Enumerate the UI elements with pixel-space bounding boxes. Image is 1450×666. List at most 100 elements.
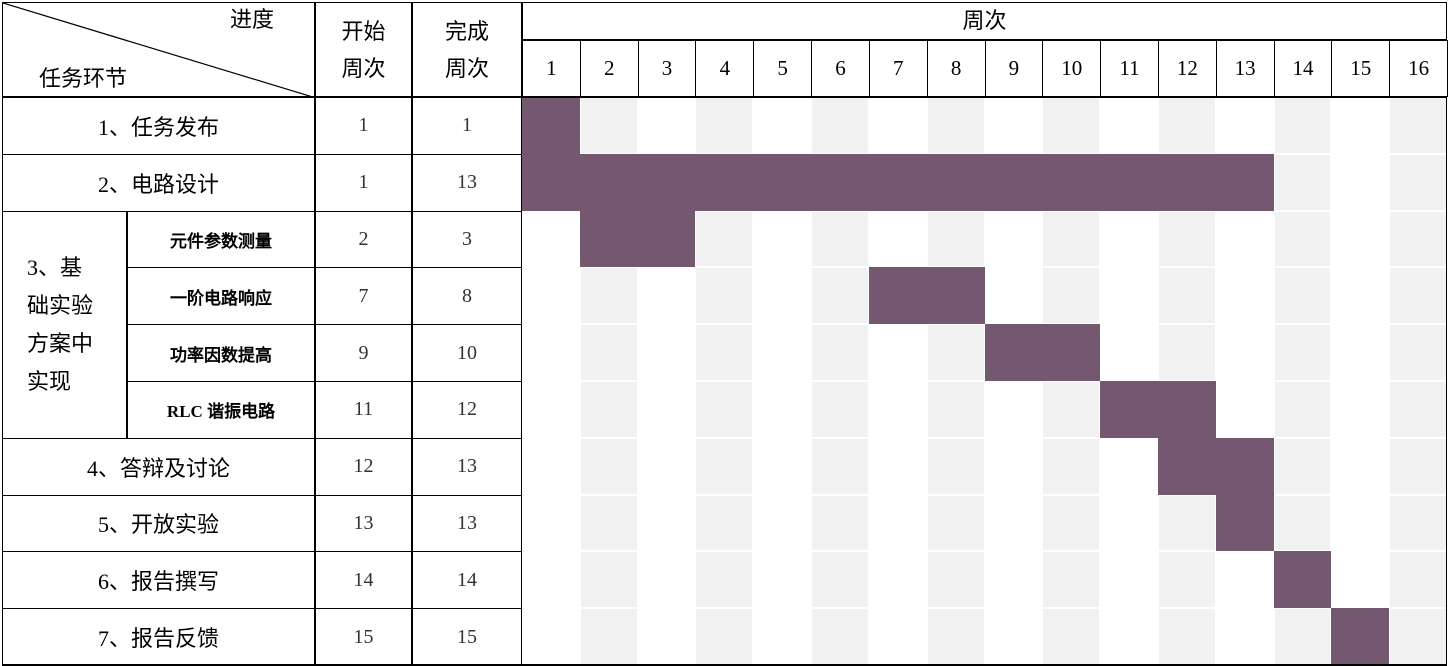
week-number-header: 13 [1215, 40, 1275, 97]
week-cell [579, 437, 638, 495]
end-week: 14 [412, 551, 522, 610]
start-week: 7 [315, 267, 412, 326]
week-cell [1273, 267, 1332, 325]
week-cell [984, 437, 1043, 495]
header-diagonal-cell: 进度 任务环节 [2, 2, 316, 98]
week-cell [811, 608, 869, 665]
end-week: 15 [412, 608, 522, 666]
week-number-header: 16 [1389, 40, 1448, 97]
week-number-header: 12 [1157, 40, 1217, 97]
gantt-bar-cell [522, 153, 580, 211]
week-cell [1100, 494, 1158, 552]
week-cell [1215, 324, 1274, 381]
task-name: 7、报告反馈 [2, 608, 315, 666]
task-name: 2、电路设计 [2, 153, 315, 212]
week-cell [522, 551, 580, 609]
week-cell [811, 381, 869, 438]
week-cell [1215, 551, 1274, 609]
week-number-header: 14 [1273, 40, 1333, 97]
week-cell [1157, 551, 1216, 609]
week-cell [1157, 210, 1216, 268]
week-number-header: 10 [1042, 40, 1102, 97]
gantt-bar-cell [637, 153, 696, 211]
end-week-header: 完成周次 [412, 2, 522, 97]
week-cell [637, 267, 696, 325]
start-week: 15 [315, 608, 412, 666]
gantt-bar-cell [1042, 324, 1101, 381]
week-cell [926, 437, 985, 495]
week-cell [1331, 551, 1390, 609]
weeks-header: 周次 [522, 2, 1447, 40]
week-cell [1157, 267, 1216, 325]
subtask-name: 元件参数测量 [127, 210, 315, 269]
week-cell [695, 437, 754, 495]
group-label: 3、基础实验方案中实现 [27, 254, 94, 394]
week-cell [984, 608, 1043, 665]
end-week-label: 完成周次 [444, 18, 489, 81]
week-cell [1331, 153, 1390, 211]
week-cell [1331, 97, 1390, 154]
gantt-bar-cell [984, 324, 1043, 381]
week-cell [1389, 381, 1447, 438]
gantt-bar-cell [637, 210, 696, 268]
week-cell [753, 210, 812, 268]
task-group-basic-experiments: 3、基础实验方案中实现 [2, 210, 127, 439]
week-cell [1273, 153, 1332, 211]
week-cell [1157, 324, 1216, 381]
gantt-bar-cell [1157, 437, 1216, 495]
week-cell [1215, 210, 1274, 268]
week-cell [579, 608, 638, 665]
gantt-bar-cell [984, 153, 1043, 211]
start-week: 2 [315, 210, 412, 269]
end-week: 13 [412, 494, 522, 553]
week-cell [1215, 267, 1274, 325]
week-cell [695, 381, 754, 438]
week-cell [1042, 381, 1101, 438]
week-cell [753, 608, 812, 665]
week-number-header: 11 [1100, 40, 1159, 97]
gantt-bar-cell [1215, 153, 1274, 211]
week-cell [579, 267, 638, 325]
week-number-header: 5 [753, 40, 813, 97]
week-cell [1389, 324, 1447, 381]
week-cell [753, 324, 812, 381]
week-cell [695, 210, 754, 268]
end-week: 12 [412, 381, 522, 439]
week-cell [753, 97, 812, 154]
week-cell [522, 494, 580, 552]
week-cell [926, 97, 985, 154]
week-cell [1389, 437, 1447, 495]
week-number-header: 4 [695, 40, 755, 97]
task-name: 5、开放实验 [2, 494, 315, 553]
week-cell [1331, 381, 1390, 438]
diagonal-line [3, 3, 316, 98]
week-cell [811, 551, 869, 609]
task-name: 1、任务发布 [2, 97, 315, 155]
start-week: 14 [315, 551, 412, 610]
gantt-bar-cell [1157, 153, 1216, 211]
gantt-bar-cell [522, 97, 580, 154]
end-week: 3 [412, 210, 522, 269]
start-week: 13 [315, 494, 412, 553]
week-cell [1100, 437, 1158, 495]
start-week: 11 [315, 381, 412, 439]
week-cell [868, 608, 927, 665]
week-cell [579, 97, 638, 154]
gantt-bar-cell [1215, 437, 1274, 495]
bottom-border [2, 664, 1447, 666]
week-cell [868, 494, 927, 552]
gantt-bar-cell [1100, 381, 1158, 438]
week-cell [753, 494, 812, 552]
week-cell [984, 267, 1043, 325]
week-cell [811, 494, 869, 552]
gantt-bar-cell [753, 153, 812, 211]
week-number-header: 2 [579, 40, 639, 97]
task-name: 6、报告撰写 [2, 551, 315, 610]
week-cell [695, 97, 754, 154]
week-cell [637, 97, 696, 154]
week-cell [1273, 210, 1332, 268]
gantt-bar-cell [1331, 608, 1390, 665]
progress-label: 进度 [229, 7, 274, 32]
week-cell [984, 551, 1043, 609]
week-cell [637, 324, 696, 381]
